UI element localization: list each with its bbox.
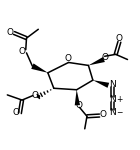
- Polygon shape: [75, 90, 80, 105]
- Text: O: O: [64, 54, 71, 63]
- Text: O: O: [32, 91, 38, 100]
- Text: N: N: [109, 108, 116, 117]
- Text: O: O: [7, 28, 14, 37]
- Text: N: N: [109, 95, 116, 104]
- Text: +: +: [116, 95, 123, 104]
- Polygon shape: [93, 80, 109, 88]
- Text: −: −: [116, 108, 123, 117]
- Text: N: N: [109, 80, 116, 89]
- Text: O: O: [13, 108, 20, 117]
- Polygon shape: [88, 57, 105, 65]
- Text: O: O: [115, 34, 122, 43]
- Polygon shape: [31, 63, 48, 73]
- Text: O: O: [99, 110, 106, 119]
- Text: O: O: [75, 101, 82, 110]
- Text: O: O: [19, 47, 26, 56]
- Text: O: O: [101, 53, 108, 62]
